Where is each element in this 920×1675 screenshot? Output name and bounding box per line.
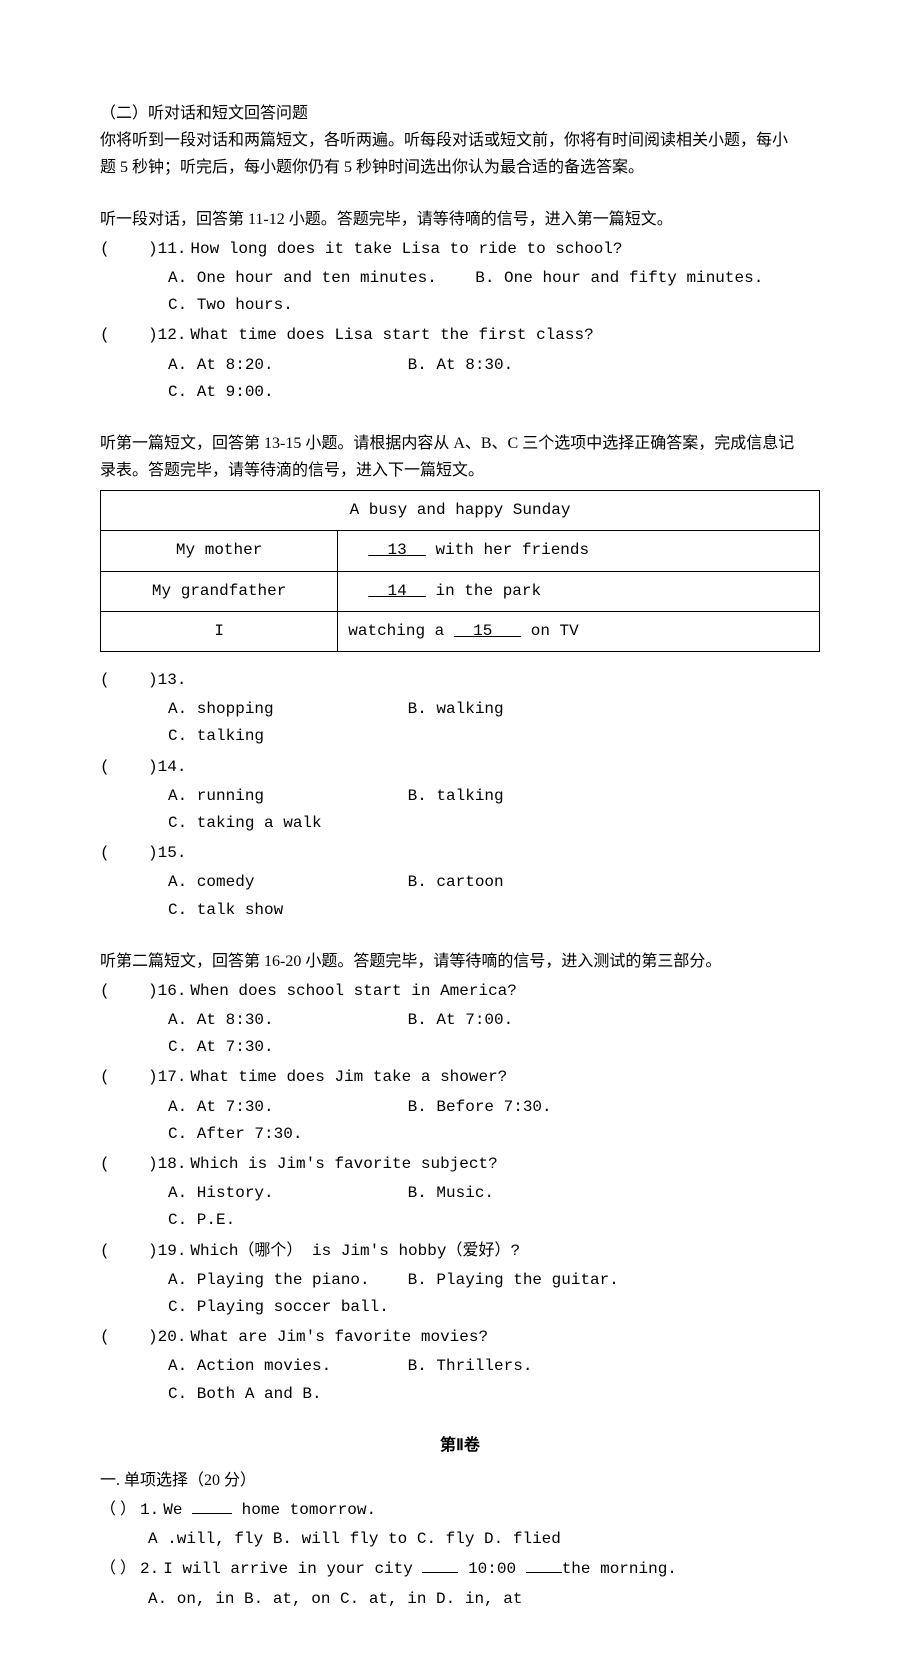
info-table: A busy and happy Sunday My mother 13 wit…: [100, 490, 820, 652]
answer-paren-13[interactable]: ( ): [100, 671, 158, 689]
mcq1-blank[interactable]: [192, 1497, 232, 1514]
q20-opt-b[interactable]: B. Thrillers.: [408, 1353, 638, 1380]
passage2-prompt: 听第二篇短文，回答第 16-20 小题。答题完毕，请等待嘀的信号，进入测试的第三…: [100, 948, 820, 975]
q17-opt-c[interactable]: C. After 7:30.: [168, 1121, 398, 1148]
mcq-section-title: 一. 单项选择（20 分）: [100, 1467, 820, 1494]
answer-paren-14[interactable]: ( ): [100, 758, 158, 776]
q12-text: What time does Lisa start the first clas…: [190, 326, 593, 344]
q19-opt-b[interactable]: B. Playing the guitar.: [408, 1267, 638, 1294]
q14-opt-a[interactable]: A. running: [168, 783, 398, 810]
q16-text: When does school start in America?: [190, 982, 516, 1000]
q13-opt-a[interactable]: A. shopping: [168, 696, 398, 723]
q11-text: How long does it take Lisa to ride to sc…: [190, 240, 622, 258]
q16-number: 16.: [158, 982, 187, 1000]
mcq1-pre: We: [163, 1501, 192, 1519]
blank-13[interactable]: 13: [387, 541, 406, 559]
passage1-prompt-line1: 听第一篇短文，回答第 13-15 小题。请根据内容从 A、B、C 三个选项中选择…: [100, 430, 820, 457]
passage1-prompt-line2: 录表。答题完毕，请等待滴的信号，进入下一篇短文。: [100, 457, 820, 484]
q11-opt-b[interactable]: B. One hour and fifty minutes.: [475, 269, 763, 287]
row2-post: on TV: [521, 622, 579, 640]
section-2-title: （二）听对话和短文回答问题: [100, 100, 820, 127]
blank-14[interactable]: 14: [387, 582, 406, 600]
q14-number: 14.: [158, 758, 187, 776]
section-2-intro-line2: 题 5 秒钟；听完后，每小题你仍有 5 秒钟时间选出你认为最合适的备选答案。: [100, 154, 820, 181]
mcq2-pre: I will arrive in your city: [163, 1560, 422, 1578]
mcq2-blank-2[interactable]: [526, 1556, 562, 1573]
q16-opt-a[interactable]: A. At 8:30.: [168, 1007, 398, 1034]
answer-paren-20[interactable]: ( ): [100, 1328, 158, 1346]
q13-opt-c[interactable]: C. talking: [168, 723, 398, 750]
table-cell-left: My mother: [101, 531, 338, 571]
q16-opt-c[interactable]: C. At 7:30.: [168, 1034, 398, 1061]
mcq2-options[interactable]: A. on, in B. at, on C. at, in D. in, at: [100, 1586, 820, 1613]
q16-opt-b[interactable]: B. At 7:00.: [408, 1007, 638, 1034]
row1-post: in the park: [426, 582, 541, 600]
q12-opt-a[interactable]: A. At 8:20.: [168, 352, 398, 379]
answer-paren-16[interactable]: ( ): [100, 982, 158, 1000]
table-row: My grandfather 14 in the park: [101, 571, 820, 611]
mcq1-post: home tomorrow.: [232, 1501, 376, 1519]
q20-opt-c[interactable]: C. Both A and B.: [168, 1381, 398, 1408]
answer-paren-18[interactable]: ( ): [100, 1155, 158, 1173]
q19-number: 19.: [158, 1242, 187, 1260]
mcq1-options[interactable]: A .will, fly B. will fly to C. fly D. fl…: [100, 1526, 820, 1553]
q17-opt-a[interactable]: A. At 7:30.: [168, 1094, 398, 1121]
answer-paren-11[interactable]: ( ): [100, 240, 158, 258]
table-row: My mother 13 with her friends: [101, 531, 820, 571]
q17-text: What time does Jim take a shower?: [190, 1068, 507, 1086]
section-2-intro-line1: 你将听到一段对话和两篇短文，各听两遍。听每段对话或短文前，你将有时间阅读相关小题…: [100, 127, 820, 154]
q15-opt-a[interactable]: A. comedy: [168, 869, 398, 896]
q17-number: 17.: [158, 1068, 187, 1086]
table-cell-right: 14 in the park: [338, 571, 820, 611]
q14-opt-b[interactable]: B. talking: [408, 783, 638, 810]
mcq2-number: 2.: [140, 1560, 159, 1578]
q14-opt-c[interactable]: C. taking a walk: [168, 810, 398, 837]
q19-opt-a[interactable]: A. Playing the piano.: [168, 1267, 398, 1294]
table-cell-right: watching a 15 on TV: [338, 611, 820, 651]
blank-15[interactable]: 15: [473, 622, 492, 640]
q20-opt-a[interactable]: A. Action movies.: [168, 1353, 398, 1380]
q11-opt-c[interactable]: C. Two hours.: [168, 296, 293, 314]
part2-title: 第Ⅱ卷: [100, 1432, 820, 1459]
row0-post: with her friends: [426, 541, 589, 559]
q19-opt-c[interactable]: C. Playing soccer ball.: [168, 1294, 398, 1321]
mcq1-number: 1.: [140, 1501, 159, 1519]
answer-paren-15[interactable]: ( ): [100, 844, 158, 862]
answer-paren-mcq-2[interactable]: （ ）: [100, 1560, 136, 1577]
mcq2-post: the morning.: [562, 1560, 677, 1578]
q13-opt-b[interactable]: B. walking: [408, 696, 638, 723]
answer-paren-19[interactable]: ( ): [100, 1242, 158, 1260]
q20-number: 20.: [158, 1328, 187, 1346]
q18-text: Which is Jim's favorite subject?: [190, 1155, 497, 1173]
table-title: A busy and happy Sunday: [101, 491, 820, 531]
answer-paren-12[interactable]: ( ): [100, 326, 158, 344]
q18-opt-a[interactable]: A. History.: [168, 1180, 398, 1207]
table-row: I watching a 15 on TV: [101, 611, 820, 651]
table-cell-left: My grandfather: [101, 571, 338, 611]
q11-number: 11.: [158, 240, 187, 258]
q15-number: 15.: [158, 844, 187, 862]
mcq2-mid: 10:00: [458, 1560, 525, 1578]
q12-opt-c[interactable]: C. At 9:00.: [168, 379, 398, 406]
mcq2-blank-1[interactable]: [422, 1556, 458, 1573]
q15-opt-b[interactable]: B. cartoon: [408, 869, 638, 896]
dialogue-prompt: 听一段对话，回答第 11-12 小题。答题完毕，请等待嘀的信号，进入第一篇短文。: [100, 206, 820, 233]
q12-opt-b[interactable]: B. At 8:30.: [408, 352, 638, 379]
answer-paren-mcq-1[interactable]: （ ）: [100, 1501, 136, 1518]
answer-paren-17[interactable]: ( ): [100, 1068, 158, 1086]
q18-opt-c[interactable]: C. P.E.: [168, 1207, 398, 1234]
q20-text: What are Jim's favorite movies?: [190, 1328, 488, 1346]
q13-number: 13.: [158, 671, 187, 689]
q15-opt-c[interactable]: C. talk show: [168, 897, 398, 924]
row2-pre: watching a: [348, 622, 454, 640]
q19-text: Which（哪个） is Jim's hobby（爱好）?: [190, 1242, 520, 1260]
table-cell-left: I: [101, 611, 338, 651]
q11-opt-a[interactable]: A. One hour and ten minutes.: [168, 269, 437, 287]
q18-number: 18.: [158, 1155, 187, 1173]
table-cell-right: 13 with her friends: [338, 531, 820, 571]
q18-opt-b[interactable]: B. Music.: [408, 1180, 638, 1207]
q17-opt-b[interactable]: B. Before 7:30.: [408, 1094, 638, 1121]
q12-number: 12.: [158, 326, 187, 344]
